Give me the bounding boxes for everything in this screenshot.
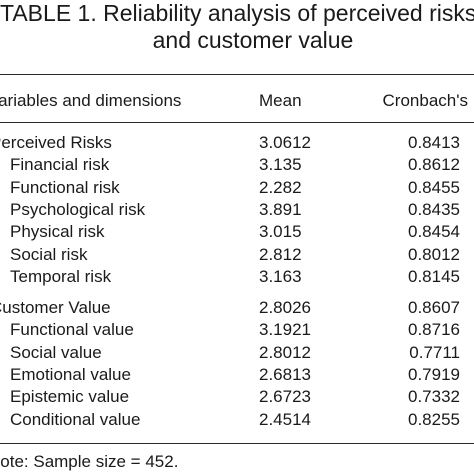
cronbach-value: 0.8716: [408, 320, 460, 339]
mean-value: 3.1921: [259, 320, 311, 339]
mean-value: 2.6723: [259, 387, 311, 406]
cronbach-value: 0.8413: [408, 133, 460, 152]
table-title-line-2: and customer value: [152, 27, 354, 53]
cronbach-value: 0.8255: [408, 410, 460, 429]
header-cronbach: Cronbach's: [382, 91, 468, 110]
mean-value: 3.163: [259, 267, 302, 286]
header-rule: [0, 122, 474, 123]
group-label: Perceived Risks: [0, 133, 112, 152]
cronbach-value: 0.8012: [408, 245, 460, 264]
dimension-label: Physical risk: [10, 222, 105, 241]
mean-value: 2.8026: [259, 298, 311, 317]
table-title-line-1: TABLE 1. Reliability analysis of perceiv…: [0, 0, 474, 26]
mean-value: 2.282: [259, 178, 302, 197]
dimension-label: Social risk: [10, 245, 88, 264]
mean-value: 2.6813: [259, 365, 311, 384]
dimension-label: Functional risk: [10, 178, 120, 197]
cronbach-value: 0.7711: [409, 343, 460, 362]
group-label: Customer Value: [0, 298, 111, 317]
header-mean: Mean: [259, 91, 302, 110]
mean-value: 3.891: [259, 200, 302, 219]
cronbach-value: 0.8455: [408, 178, 460, 197]
mean-value: 3.135: [259, 155, 302, 174]
dimension-label: Financial risk: [10, 155, 110, 174]
dimension-label: Social value: [10, 343, 102, 362]
header-variables: Variables and dimensions: [0, 91, 182, 110]
cronbach-value: 0.8607: [408, 298, 460, 317]
top-rule: [0, 74, 474, 75]
cronbach-value: 0.8435: [408, 200, 460, 219]
dimension-label: Functional value: [10, 320, 134, 339]
mean-value: 2.4514: [259, 410, 311, 429]
mean-value: 2.8012: [259, 343, 311, 362]
dimension-label: Conditional value: [10, 410, 141, 429]
mean-value: 3.015: [259, 222, 302, 241]
cronbach-value: 0.8454: [408, 222, 460, 241]
cronbach-value: 0.8612: [408, 155, 460, 174]
dimension-label: Temporal risk: [10, 267, 112, 286]
mean-value: 3.0612: [259, 133, 311, 152]
mean-value: 2.812: [259, 245, 302, 264]
dimension-label: Psychological risk: [10, 200, 146, 219]
cronbach-value: 0.8145: [408, 267, 460, 286]
cronbach-value: 0.7332: [408, 387, 460, 406]
table-note: Note: Sample size = 452.: [0, 452, 179, 471]
dimension-label: Epistemic value: [10, 387, 130, 406]
bottom-rule: [0, 443, 474, 444]
dimension-label: Emotional value: [10, 365, 131, 384]
cronbach-value: 0.7919: [408, 365, 460, 384]
